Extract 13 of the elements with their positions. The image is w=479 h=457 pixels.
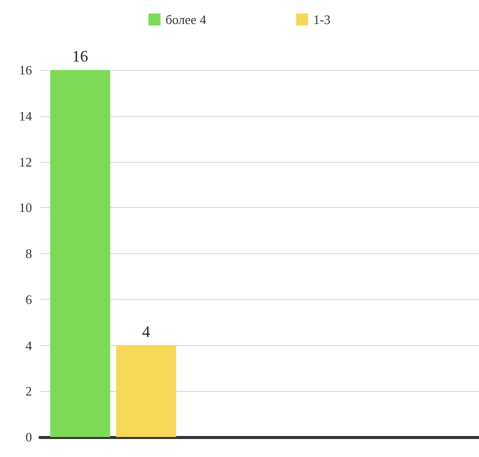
y-tick-label: 2 xyxy=(26,384,32,399)
legend-label: более 4 xyxy=(165,12,207,27)
y-tick-label: 16 xyxy=(19,62,32,78)
y-tick-label: 4 xyxy=(26,338,32,353)
y-tick-label: 6 xyxy=(26,292,32,307)
y-tick-label: 12 xyxy=(19,154,32,170)
data-label: 16 xyxy=(72,48,88,66)
y-tick-label: 8 xyxy=(26,246,32,261)
y-tick-label: 0 xyxy=(26,430,32,444)
data-label: 4 xyxy=(142,324,150,341)
y-tick-label: 14 xyxy=(19,108,32,124)
y-tick-label: 10 xyxy=(19,200,32,216)
legend-label: 1-3 xyxy=(313,12,331,27)
